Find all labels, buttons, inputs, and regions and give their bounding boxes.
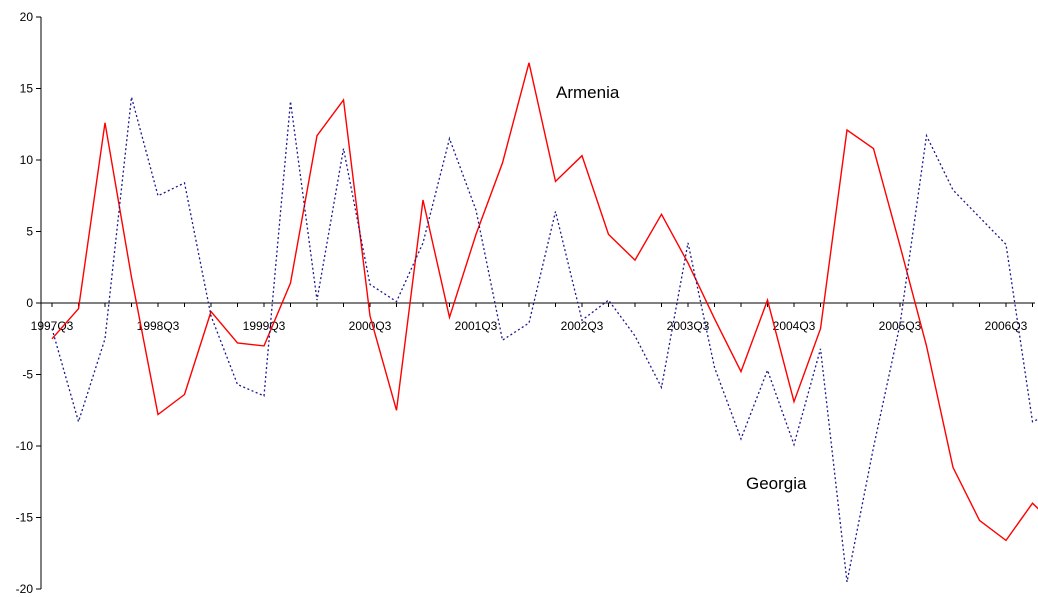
x-tick-label: 2002Q3	[561, 319, 604, 333]
x-tick-label: 2003Q3	[667, 319, 710, 333]
y-tick-label: 10	[20, 153, 34, 167]
y-tick-label: -15	[16, 511, 34, 525]
x-tick-label: 1998Q3	[137, 319, 180, 333]
y-tick-label: 0	[26, 296, 33, 310]
x-tick-label: 2001Q3	[455, 319, 498, 333]
y-tick-label: -10	[16, 439, 34, 453]
y-tick-label: 5	[26, 225, 33, 239]
axes: -20 -15 -10 -5 0 5 10 15 20 1997Q3 1998Q3 1999Q3 200…	[16, 10, 1035, 596]
y-tick-label: 15	[20, 82, 34, 96]
x-tick-label: 1999Q3	[243, 319, 286, 333]
x-tick-label: 1997Q3	[31, 319, 74, 333]
series-line-georgia	[51, 96, 1038, 583]
y-tick-label: 20	[20, 10, 34, 24]
x-tick-label: 2004Q3	[773, 319, 816, 333]
x-tick-label: 2005Q3	[879, 319, 922, 333]
series-layer	[51, 62, 1038, 583]
series-line-armenia	[51, 62, 1038, 542]
x-tick-label: 2000Q3	[349, 319, 392, 333]
y-tick-label: -20	[16, 582, 34, 596]
series-label-georgia: Georgia	[746, 474, 807, 493]
series-label-armenia: Armenia	[556, 83, 620, 102]
y-tick-label: -5	[22, 368, 33, 382]
x-tick-label: 2006Q3	[985, 319, 1028, 333]
